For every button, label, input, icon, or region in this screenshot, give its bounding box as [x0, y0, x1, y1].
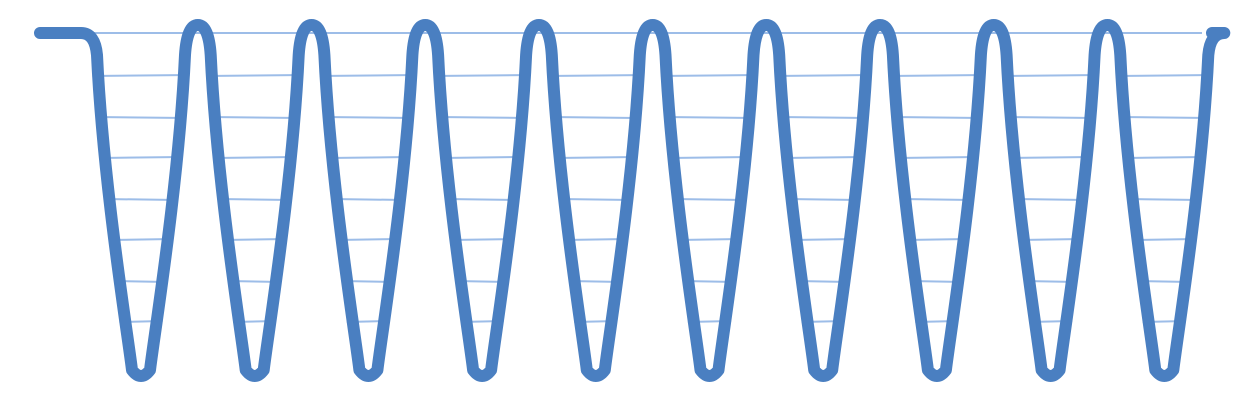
graduation-line: [551, 116, 641, 119]
graduation-line: [1123, 156, 1205, 159]
graduation-line: [673, 198, 746, 201]
graduation-line: [433, 74, 531, 77]
graduation-line: [1005, 116, 1096, 119]
graduation-line: [896, 156, 978, 159]
graduation-line: [446, 198, 519, 201]
graduation-line: [559, 198, 632, 201]
graduation-line: [323, 116, 414, 119]
graduation-line: [209, 116, 300, 119]
graduation-line: [900, 198, 973, 201]
graduation-line: [669, 156, 750, 159]
graduation-line: [441, 156, 523, 159]
graduation-line: [660, 74, 759, 77]
graduation-line: [92, 74, 190, 77]
graduation-line: [1014, 198, 1087, 201]
graduation-line: [327, 156, 409, 159]
graduation-line: [547, 74, 645, 77]
well-strip-outline: [34, 19, 1231, 382]
graduation-line: [664, 116, 755, 119]
graduation-line: [319, 74, 418, 77]
graduation-line: [1128, 198, 1201, 201]
graduation-line: [1119, 116, 1210, 119]
graduation-line: [218, 198, 291, 201]
graduation-line: [888, 74, 986, 77]
graduation-line: [96, 116, 186, 119]
graduation-line: [100, 156, 182, 159]
graduation-line: [774, 74, 872, 77]
graduation-line: [437, 116, 527, 119]
graduation-line: [778, 116, 868, 119]
graduation-line: [214, 156, 296, 159]
graduation-line: [332, 198, 405, 201]
graduation-line: [787, 198, 860, 201]
graduation-line: [1010, 156, 1092, 159]
graduation-line: [555, 156, 637, 159]
graduation-line: [105, 198, 177, 201]
graduation-line: [782, 156, 864, 159]
graduation-line: [1115, 74, 1213, 77]
graduation-line: [1001, 74, 1100, 77]
graduation-line: [206, 74, 304, 77]
graduation-line: [892, 116, 982, 119]
